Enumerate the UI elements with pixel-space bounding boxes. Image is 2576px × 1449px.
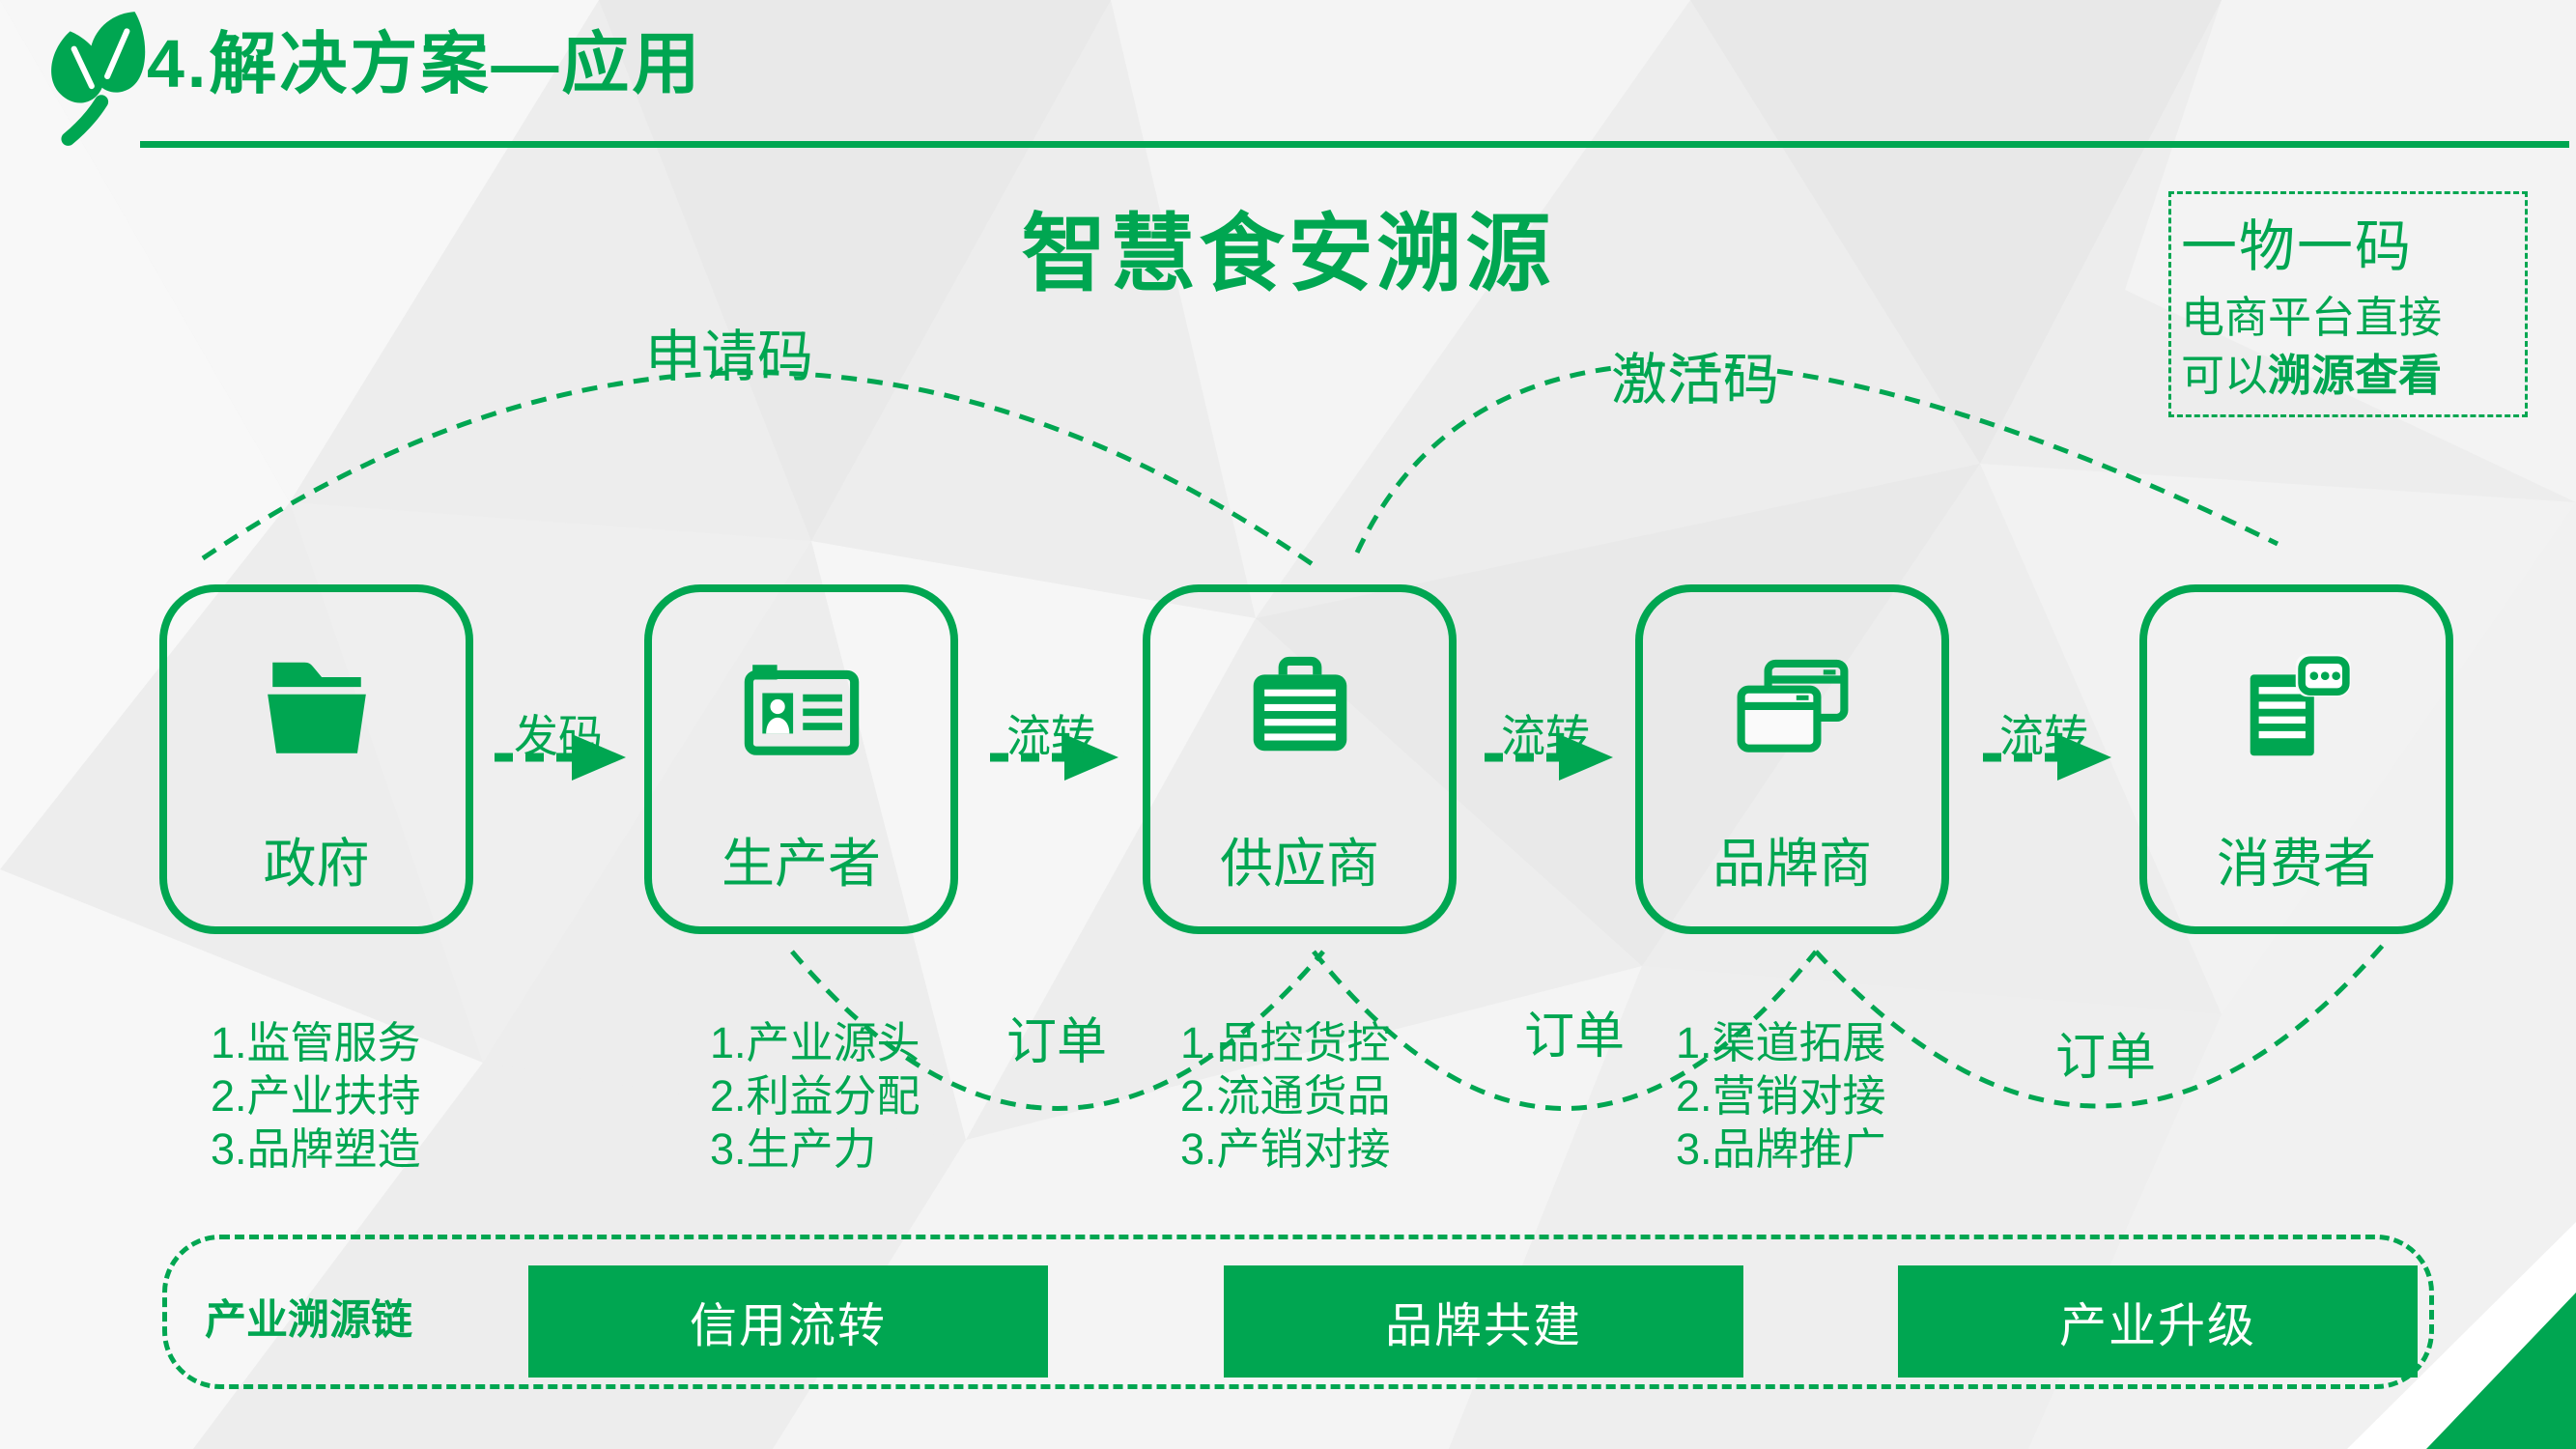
note-item: 3.品牌塑造	[211, 1124, 421, 1174]
note-item: 1.监管服务	[211, 1018, 421, 1067]
note-item: 2.营销对接	[1676, 1071, 1886, 1121]
id-card-icon	[744, 665, 859, 755]
order-arc-2	[1312, 950, 1818, 1111]
node-brand: 品牌商	[1635, 584, 1949, 934]
notes-supplier: 1.品控货控 2.流通货品 3.产销对接	[1180, 1016, 1391, 1176]
page-title: 4.解决方案—应用	[147, 26, 703, 101]
activate-code-label: 激活码	[1611, 349, 1780, 412]
notes-government: 1.监管服务 2.产业扶持 3.品牌塑造	[211, 1016, 421, 1176]
bottom-bar	[162, 1235, 2434, 1389]
briefcase-icon	[1253, 656, 1346, 752]
node-label: 供应商	[1219, 834, 1379, 894]
leaf-logo-icon	[51, 12, 146, 146]
note-item: 2.利益分配	[710, 1071, 920, 1121]
order-label-1: 订单	[1006, 1014, 1108, 1070]
corner-green-triangle	[2426, 1293, 2576, 1449]
brand-cobuild-button: 品牌共建	[1224, 1265, 1743, 1378]
folder-icon	[267, 662, 366, 753]
overlapping-windows-icon	[1737, 659, 1848, 753]
node-producer: 生产者	[644, 584, 958, 934]
flow-arrow-1	[495, 734, 626, 781]
credit-flow-button: 信用流转	[528, 1265, 1048, 1378]
order-arc-3	[1814, 940, 2388, 1109]
apply-code-arc	[201, 370, 1316, 568]
main-title: 智慧食安溯源	[1021, 206, 1555, 301]
node-consumer: 消费者	[2139, 584, 2453, 934]
info-box-line1: 一物一码	[2181, 215, 2414, 278]
industry-upgrade-button: 产业升级	[1898, 1265, 2418, 1378]
bottom-bar-label: 产业溯源链	[205, 1297, 412, 1344]
info-box	[2168, 191, 2528, 417]
note-item: 3.品牌推广	[1676, 1124, 1886, 1174]
note-item: 2.产业扶持	[211, 1071, 421, 1121]
note-item: 1.品控货控	[1180, 1018, 1391, 1067]
apply-code-label: 申请码	[645, 326, 814, 388]
node-label: 品牌商	[1712, 834, 1872, 894]
note-item: 3.产销对接	[1180, 1124, 1391, 1174]
info-box-line2: 电商平台直接	[2181, 293, 2443, 342]
flow-label-transfer-2: 流转	[1501, 711, 1590, 761]
flow-label-issue-code: 发码	[514, 711, 603, 761]
order-arc-1	[790, 950, 1325, 1111]
note-item: 3.生产力	[710, 1124, 877, 1174]
note-item: 1.产业源头	[710, 1018, 920, 1067]
order-label-2: 订单	[1524, 1009, 1626, 1065]
flow-label-transfer-1: 流转	[1006, 711, 1095, 761]
note-item: 1.渠道拓展	[1676, 1018, 1886, 1067]
flow-arrow-3	[1485, 734, 1613, 781]
flow-label-transfer-3: 流转	[1999, 711, 2088, 761]
note-item: 2.流通货品	[1180, 1071, 1391, 1121]
node-label: 政府	[263, 834, 370, 894]
title-underline	[140, 141, 2569, 148]
node-label: 生产者	[721, 834, 881, 894]
node-supplier: 供应商	[1143, 584, 1457, 934]
node-government: 政府	[159, 584, 473, 934]
node-label: 消费者	[2216, 834, 2376, 894]
notes-brand: 1.渠道拓展 2.营销对接 3.品牌推广	[1676, 1016, 1886, 1176]
info-box-line3: 可以溯源查看	[2181, 351, 2443, 400]
flow-arrow-4	[1983, 734, 2111, 781]
document-chat-icon	[2250, 653, 2351, 756]
activate-code-arc	[1354, 361, 2279, 554]
order-label-3: 订单	[2055, 1030, 2157, 1086]
flow-arrow-2	[990, 734, 1118, 781]
notes-producer: 1.产业源头 2.利益分配 3.生产力	[710, 1016, 920, 1176]
